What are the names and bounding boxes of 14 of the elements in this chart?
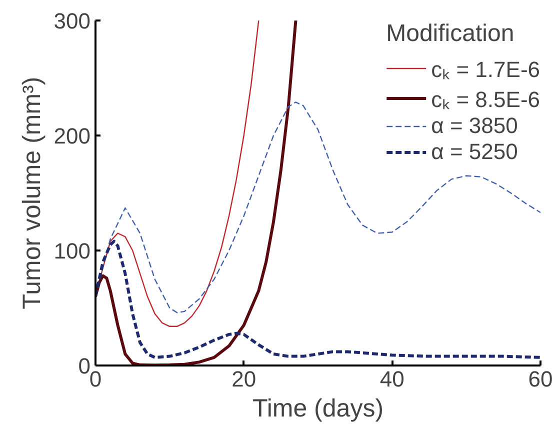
y-tick-label: 200 [54,124,91,148]
x-tick-label: 60 [528,366,553,392]
legend-label: cₖ = 8.5E-6 [431,86,540,113]
y-axis-title: Tumor volume (mm³) [18,76,46,310]
x-tick-label: 40 [380,366,404,392]
legend-label: α = 3850 [431,113,518,139]
legend-title: Modification [386,20,516,48]
y-tick-label: 300 [54,8,91,34]
legend-label: cₖ = 1.7E-6 [431,56,540,83]
line-series [96,240,540,359]
legend-label: α = 5250 [431,139,518,165]
x-tick-label: 20 [232,366,256,392]
x-axis-title: Time (days) [252,394,384,422]
y-tick-label: 100 [54,238,91,264]
